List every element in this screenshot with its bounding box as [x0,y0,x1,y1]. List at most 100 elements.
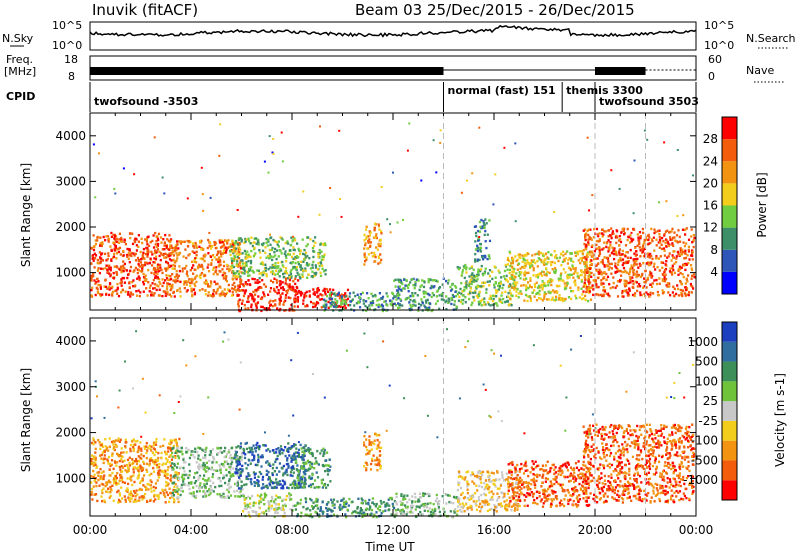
power-cell [687,250,691,253]
vel-cell [92,462,95,465]
power-cell [526,281,530,284]
vel-cell [188,456,191,460]
power-cell [160,241,163,244]
vel-cell [102,477,105,481]
power-cell [113,252,116,256]
power-cell [321,267,324,270]
power-cell [607,239,610,242]
power-cell [657,293,660,297]
power-cell [323,288,326,291]
power-cell [595,257,598,260]
vel-cell [157,494,160,497]
power-cell [550,278,553,282]
power-cell [663,232,666,236]
power-cell [110,259,113,262]
power-cell [117,250,121,254]
power-cell [156,267,159,270]
power-cell [470,273,473,277]
power-sparse-cell [340,215,343,218]
vel-cell [112,467,115,470]
power-cell [264,285,267,288]
power-cell [137,245,140,249]
power-cell [258,272,261,275]
vel-cell [121,466,125,469]
power-cell [368,307,372,310]
power-cell [277,291,280,294]
power-cell [307,236,310,239]
power-cell [450,302,453,306]
power-cell [132,252,135,255]
power-cell [101,241,104,244]
power-cell [157,242,160,246]
power-cell [477,271,480,274]
power-cell [559,296,563,300]
power-cell [618,250,621,253]
power-cell [166,253,169,257]
vel-cell [313,467,316,470]
power-cell [322,270,326,273]
power-cell [240,279,243,282]
power-cell [296,300,299,303]
power-cell [213,240,216,244]
power-cell [328,297,331,300]
power-cell [394,285,397,288]
power-cell [662,273,665,276]
power-cell [635,281,639,284]
power-cell [105,259,108,262]
power-cell [550,263,553,267]
vel-cell [105,483,109,486]
power-cell [525,277,528,280]
vel-cell [301,478,304,481]
vel-cell [293,452,296,455]
power-cell [543,273,546,277]
power-cell [181,270,184,273]
power-cell [460,292,463,295]
power-cell [175,273,178,276]
power-cell [572,265,575,269]
vel-cell [152,447,155,450]
power-sparse-cell [153,136,156,139]
power-cell [112,290,115,294]
vel-cell [187,481,191,485]
vel-cell [191,494,194,497]
vel-cell [171,447,174,451]
power-cell [292,252,295,256]
vel-cell [142,460,145,463]
vel-cell [114,474,117,478]
vel-cell [157,473,160,476]
power-sparse-cell [329,187,332,189]
power-cell [563,259,566,263]
power-cell [324,293,327,296]
power-cell [234,250,237,253]
power-cell [589,228,592,231]
power-cell [626,251,629,254]
power-cell [311,263,314,267]
power-cell [294,257,297,261]
power-cell [202,248,205,251]
power-cell [290,303,293,307]
power-cell [226,288,230,291]
vel-cell [278,480,281,483]
power-cell [270,248,274,252]
power-cell [648,295,651,298]
power-cell [588,237,591,241]
power-cell [436,289,439,292]
power-cell [174,281,177,284]
power-cell [634,257,637,261]
power-cell [140,237,143,240]
power-cell [282,288,285,292]
power-cell [329,305,332,308]
power-cell [393,302,396,305]
power-cell [669,236,672,239]
power-cell [200,263,203,267]
power-cell [302,252,305,256]
vel-cell [281,479,284,482]
vel-cell [245,475,248,478]
power-cell [474,248,478,251]
power-cell [582,297,585,300]
vel-cell [117,455,120,458]
vel-cell [297,486,300,489]
power-cell [661,279,664,283]
power-cell [461,269,464,272]
